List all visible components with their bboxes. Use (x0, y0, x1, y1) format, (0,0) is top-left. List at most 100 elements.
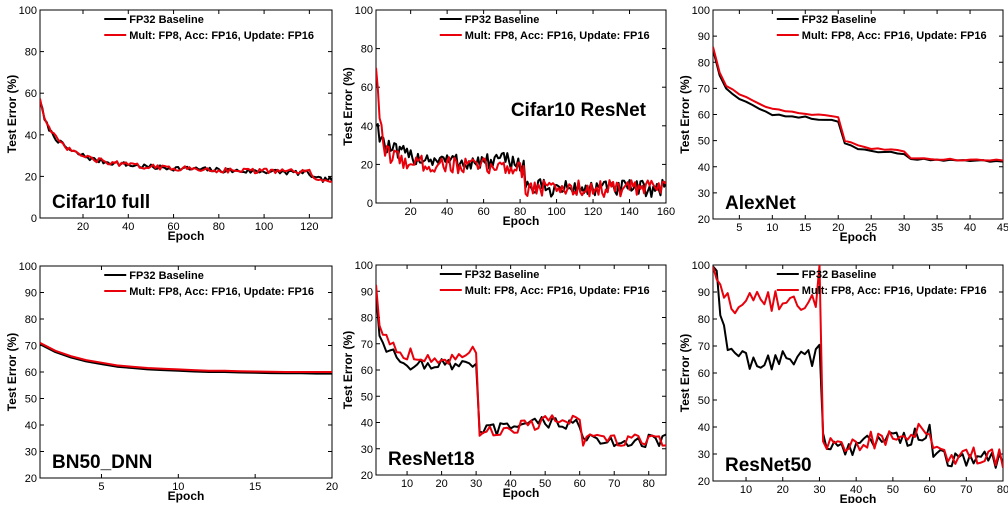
x-tick-label: 25 (865, 222, 877, 234)
y-tick-label: 20 (698, 476, 710, 488)
y-tick-label: 40 (361, 121, 373, 133)
x-axis-label: Epoch (503, 486, 540, 500)
y-tick-label: 100 (355, 260, 373, 272)
x-tick-label: 60 (477, 206, 489, 218)
series-line-fp8 (713, 265, 1003, 468)
x-tick-label: 5 (98, 481, 104, 493)
x-tick-label: 160 (657, 206, 675, 218)
x-tick-label: 100 (255, 221, 273, 233)
y-tick-label: 30 (361, 444, 373, 456)
y-tick-label: 50 (698, 395, 710, 407)
chart-panel: 20 30 40 50 60 70 80 90 100 5 10 15 20 Epoch Test Erro… (5, 261, 338, 503)
y-axis-label: Test Error (%) (341, 67, 355, 145)
x-tick-label: 10 (766, 222, 778, 234)
y-tick-label: 50 (25, 394, 37, 406)
x-axis-label: Epoch (840, 230, 877, 244)
y-tick-label: 90 (698, 31, 710, 43)
y-tick-label: 20 (25, 473, 37, 485)
chart-title: Cifar10 ResNet (511, 100, 647, 121)
y-tick-label: 40 (25, 420, 37, 432)
legend-label: Mult: FP8, Acc: FP16, Update: FP16 (129, 286, 314, 298)
x-tick-label: 30 (470, 478, 482, 490)
legend-label: FP32 Baseline (465, 14, 540, 26)
y-tick-label: 80 (361, 313, 373, 325)
x-tick-label: 40 (122, 221, 134, 233)
x-axis-label: Epoch (840, 492, 877, 503)
y-tick-label: 60 (698, 368, 710, 380)
x-tick-label: 15 (249, 481, 261, 493)
x-tick-label: 100 (547, 206, 565, 218)
y-tick-label: 20 (361, 470, 373, 482)
y-axis-label: Test Error (%) (678, 75, 692, 153)
legend-label: FP32 Baseline (129, 270, 204, 282)
y-tick-label: 30 (698, 449, 710, 461)
chart-title: ResNet18 (388, 449, 475, 470)
series-line-fp8 (40, 342, 332, 373)
x-axis-label: Epoch (503, 214, 540, 228)
chart-title: Cifar10 full (52, 192, 150, 213)
x-tick-label: 50 (887, 484, 899, 496)
y-tick-label: 80 (698, 57, 710, 69)
y-tick-label: 40 (25, 130, 37, 142)
y-tick-label: 100 (692, 260, 710, 272)
x-tick-label: 80 (514, 206, 526, 218)
x-tick-label: 20 (405, 206, 417, 218)
x-tick-label: 10 (401, 478, 413, 490)
x-tick-label: 10 (172, 481, 184, 493)
chart-panel: 0 20 40 60 80 100 20 40 60 80 100 120 Epoch Test Erro… (5, 5, 333, 243)
legend-label: Mult: FP8, Acc: FP16, Update: FP16 (465, 285, 650, 297)
series-line-fp8 (376, 67, 666, 198)
x-tick-label: 70 (608, 478, 620, 490)
chart-title: AlexNet (725, 193, 796, 214)
y-tick-label: 30 (698, 188, 710, 200)
x-tick-label: 45 (997, 222, 1008, 234)
x-tick-label: 20 (326, 481, 338, 493)
series-line-fp32-baseline (713, 265, 1003, 469)
y-axis-label: Test Error (%) (678, 334, 692, 412)
series-line-fp8 (376, 284, 666, 447)
axes-frame (712, 264, 1004, 482)
x-tick-label: 70 (960, 484, 972, 496)
y-tick-label: 90 (25, 288, 37, 300)
x-tick-label: 30 (898, 222, 910, 234)
x-tick-label: 20 (435, 478, 447, 490)
x-tick-label: 60 (167, 221, 179, 233)
y-tick-label: 90 (698, 287, 710, 299)
chart-title: ResNet50 (725, 455, 812, 476)
x-tick-label: 20 (832, 222, 844, 234)
y-tick-label: 80 (361, 44, 373, 56)
x-tick-label: 20 (77, 221, 89, 233)
y-tick-label: 60 (25, 88, 37, 100)
x-tick-label: 50 (539, 478, 551, 490)
y-tick-label: 70 (698, 83, 710, 95)
axes-frame (375, 9, 667, 204)
x-tick-label: 80 (213, 221, 225, 233)
y-tick-label: 100 (19, 5, 37, 17)
y-tick-label: 0 (367, 198, 373, 210)
y-tick-label: 30 (25, 447, 37, 459)
chart-panel: 20 30 40 50 60 70 80 90 100 10 20 30 40 50 60 70 80 Epoch… (678, 260, 1008, 506)
y-tick-label: 60 (361, 365, 373, 377)
x-tick-label: 80 (997, 484, 1008, 496)
x-tick-label: 60 (574, 478, 586, 490)
x-tick-label: 60 (923, 484, 935, 496)
x-tick-label: 80 (643, 478, 655, 490)
x-tick-label: 40 (441, 206, 453, 218)
x-tick-label: 40 (964, 222, 976, 234)
y-tick-label: 70 (361, 339, 373, 351)
x-tick-label: 30 (813, 484, 825, 496)
x-tick-label: 120 (300, 221, 318, 233)
y-tick-label: 20 (25, 171, 37, 183)
y-tick-label: 100 (355, 5, 373, 17)
y-tick-label: 80 (25, 314, 37, 326)
chart-title: BN50_DNN (52, 452, 152, 473)
y-tick-label: 20 (698, 214, 710, 226)
legend-label: Mult: FP8, Acc: FP16, Update: FP16 (465, 30, 650, 42)
chart-panel: 0 20 40 60 80 100 20 40 60 80 100 120 140 160 Epoch Tes… (341, 5, 675, 228)
y-axis-label: Test Error (%) (341, 331, 355, 409)
y-tick-label: 40 (361, 418, 373, 430)
legend-label: FP32 Baseline (465, 269, 540, 281)
y-tick-label: 60 (698, 110, 710, 122)
x-tick-label: 15 (799, 222, 811, 234)
